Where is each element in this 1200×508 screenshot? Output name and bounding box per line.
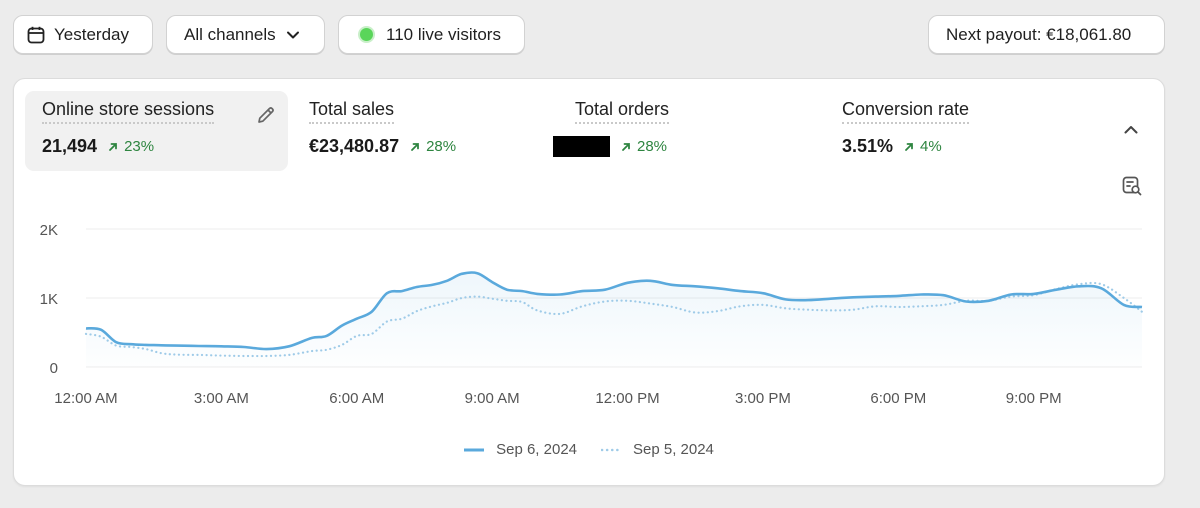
metric-change-value: 28% <box>637 138 668 155</box>
next-payout-label: Next payout: €18,061.80 <box>946 24 1132 44</box>
metric-change-value: 4% <box>920 138 942 155</box>
y-tick-label: 0 <box>50 360 58 377</box>
redacted-value <box>553 136 610 157</box>
metric-total-sales[interactable]: Total sales €23,480.87 28% <box>292 91 542 171</box>
metric-sessions[interactable]: Online store sessions 21,494 23% <box>25 91 288 171</box>
metric-change: 4% <box>904 138 942 155</box>
y-tick-label: 2K <box>40 222 58 239</box>
metric-title: Total orders <box>575 99 670 124</box>
series-line-sep-5 <box>84 281 1144 358</box>
pencil-edit-icon[interactable] <box>256 105 276 130</box>
date-range-label: Yesterday <box>54 24 129 44</box>
chevron-up-icon[interactable] <box>1122 121 1140 144</box>
channels-dropdown[interactable]: All channels <box>166 15 325 54</box>
arrow-up-right-icon <box>622 142 630 151</box>
y-tick-label: 1K <box>40 291 58 308</box>
calendar-icon <box>27 26 45 44</box>
x-tick-label: 9:00 PM <box>1006 390 1062 407</box>
metric-change-value: 28% <box>426 138 457 155</box>
metric-value: 21,494 <box>42 136 98 156</box>
arrow-up-right-icon <box>905 142 913 151</box>
live-visitors-button[interactable]: 110 live visitors <box>338 15 525 54</box>
metric-title: Total sales <box>309 99 395 124</box>
metric-change: 23% <box>108 138 154 155</box>
analytics-card: Online store sessions 21,494 23% Total s… <box>13 78 1165 486</box>
legend-label: Sep 5, 2024 <box>633 441 714 458</box>
x-tick-label: 9:00 AM <box>465 390 520 407</box>
series-area-fill <box>86 272 1142 367</box>
metric-title: Online store sessions <box>42 99 215 124</box>
live-status-dot-icon <box>358 26 375 43</box>
channels-label: All channels <box>184 24 276 44</box>
next-payout-button[interactable]: Next payout: €18,061.80 <box>928 15 1165 54</box>
top-toolbar: Yesterday All channels 110 live visitors… <box>0 0 1200 70</box>
metric-total-orders[interactable]: Total orders 28% <box>553 91 808 171</box>
metric-change-value: 23% <box>124 138 155 155</box>
sessions-line-chart: 2K 1K 0 12:00 AM 3:00 AM 6:00 AM 9:00 AM 12:00 … <box>40 222 1144 407</box>
metric-value: €23,480.87 <box>309 136 400 156</box>
chart-search-icon[interactable] <box>1121 175 1143 202</box>
x-tick-label: 3:00 AM <box>194 390 249 407</box>
metric-conversion-rate[interactable]: Conversion rate 3.51% 4% <box>825 91 1075 171</box>
metric-value: 3.51% <box>842 136 894 156</box>
legend-item-current[interactable]: Sep 6, 2024 <box>464 441 577 458</box>
metric-change: 28% <box>410 138 456 155</box>
metric-change: 28% <box>621 138 667 155</box>
x-tick-label: 3:00 PM <box>735 390 791 407</box>
arrow-up-right-icon <box>411 142 419 151</box>
x-tick-label: 12:00 AM <box>54 390 117 407</box>
arrow-up-right-icon <box>109 142 117 151</box>
metric-title: Conversion rate <box>842 99 970 124</box>
x-tick-label: 6:00 AM <box>329 390 384 407</box>
x-tick-label: 12:00 PM <box>595 390 659 407</box>
legend-item-comparison[interactable]: Sep 5, 2024 <box>601 441 714 458</box>
live-visitors-label: 110 live visitors <box>386 24 501 44</box>
chevron-down-icon <box>286 28 300 42</box>
date-range-button[interactable]: Yesterday <box>13 15 153 54</box>
legend-label: Sep 6, 2024 <box>496 441 577 458</box>
x-tick-label: 6:00 PM <box>870 390 926 407</box>
chart-legend: Sep 6, 2024 Sep 5, 2024 <box>14 441 1164 458</box>
series-line-sep-6 <box>85 271 1143 351</box>
